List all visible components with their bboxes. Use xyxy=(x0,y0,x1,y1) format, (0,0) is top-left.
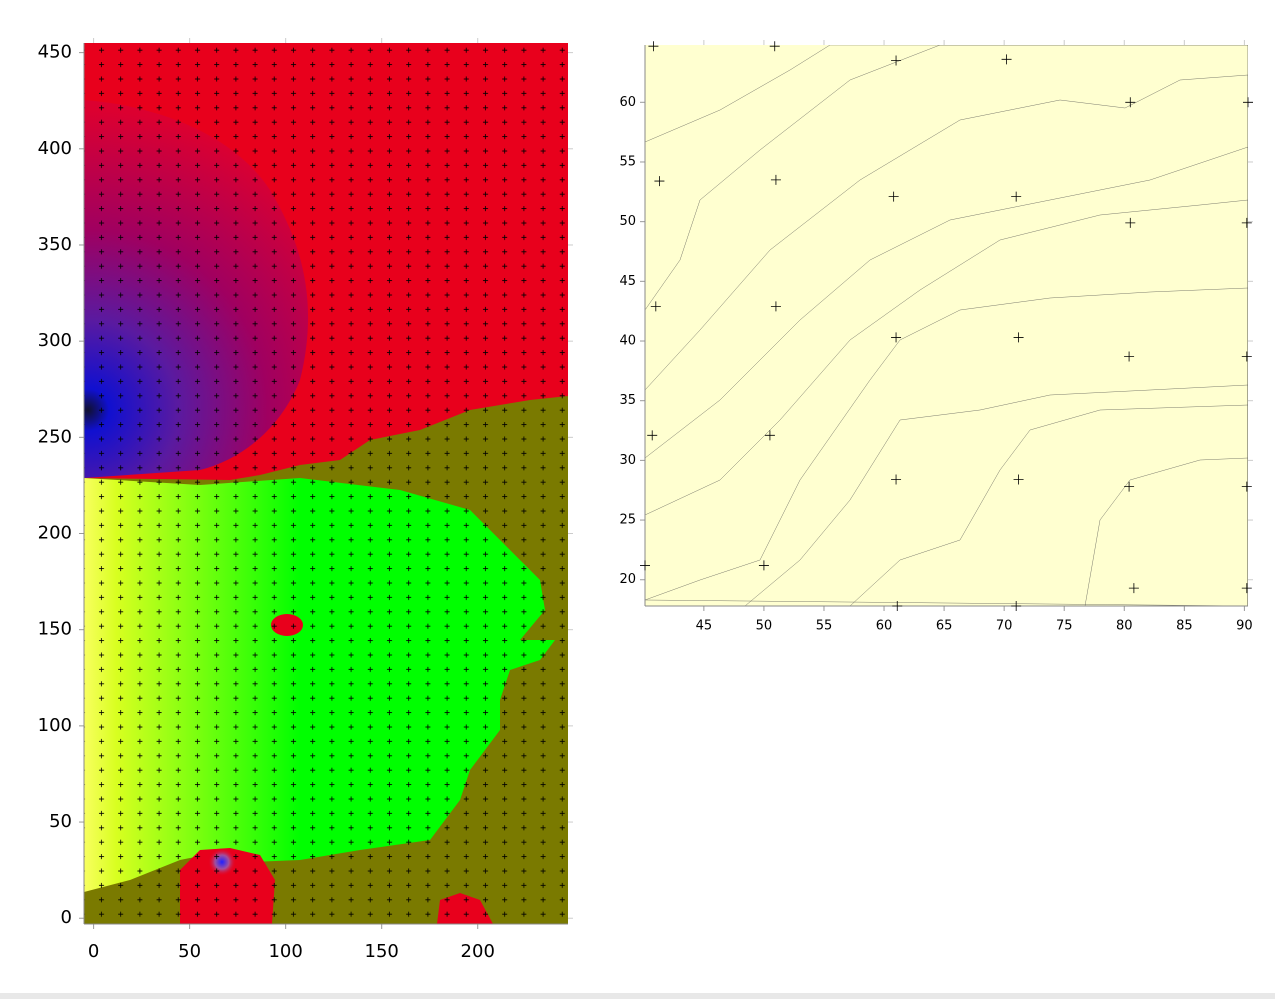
sample-point xyxy=(650,301,661,312)
y-tick-label: 40 xyxy=(619,334,636,349)
x-tick-label: 60 xyxy=(876,619,893,634)
x-tick-label: 70 xyxy=(996,619,1013,634)
y-tick-label: 30 xyxy=(619,453,636,468)
x-tick-label: 90 xyxy=(1236,619,1253,634)
y-tick-label: 35 xyxy=(619,393,636,408)
sample-point xyxy=(758,560,769,571)
sample-point xyxy=(1124,351,1135,362)
y-tick-label: 350 xyxy=(38,234,72,255)
y-tick-label: 300 xyxy=(38,330,72,351)
sample-point xyxy=(891,55,902,66)
sample-point xyxy=(1128,583,1139,594)
sample-point xyxy=(647,430,658,441)
sample-point xyxy=(1001,54,1012,65)
sample-point xyxy=(1125,97,1136,108)
sample-point xyxy=(1013,474,1024,485)
y-tick-label: 50 xyxy=(49,811,72,832)
y-tick-label: 200 xyxy=(38,523,72,544)
y-tick-label: 0 xyxy=(61,907,72,928)
sample-point xyxy=(1241,351,1252,362)
sample-point xyxy=(1125,217,1136,228)
sample-point xyxy=(1241,217,1252,228)
right-contour xyxy=(645,45,1248,606)
y-tick-label: 100 xyxy=(38,715,72,736)
x-tick-label: 50 xyxy=(178,941,201,962)
x-tick-label: 0 xyxy=(88,941,99,962)
x-tick-label: 100 xyxy=(268,941,302,962)
x-tick-label: 80 xyxy=(1116,619,1133,634)
x-tick-label: 45 xyxy=(696,619,713,634)
bottom-strip xyxy=(0,993,1275,999)
x-tick-label: 85 xyxy=(1176,619,1193,634)
sample-point xyxy=(770,301,781,312)
left-contour xyxy=(84,43,568,924)
x-tick-label: 50 xyxy=(756,619,773,634)
x-tick-label: 65 xyxy=(936,619,953,634)
sample-point xyxy=(1243,97,1253,108)
x-tick-label: 75 xyxy=(1056,619,1073,634)
sample-point xyxy=(891,332,902,343)
sample-point xyxy=(769,41,780,52)
sample-point xyxy=(1241,583,1252,594)
sample-point xyxy=(1241,481,1252,492)
sample-point xyxy=(1011,601,1022,611)
x-tick-label: 55 xyxy=(816,619,833,634)
y-tick-label: 50 xyxy=(619,214,636,229)
sample-point xyxy=(1124,481,1135,492)
sample-point xyxy=(654,176,665,187)
y-tick-label: 45 xyxy=(619,274,636,289)
sample-point xyxy=(888,191,899,202)
sample-point xyxy=(1011,191,1022,202)
sample-point xyxy=(891,474,902,485)
y-tick-label: 60 xyxy=(619,95,636,110)
sample-point xyxy=(764,430,775,441)
sample-point xyxy=(640,560,650,571)
sample-point xyxy=(892,601,903,611)
x-tick-label: 200 xyxy=(461,941,495,962)
sample-point xyxy=(770,174,781,185)
sample-point xyxy=(1013,332,1024,343)
y-tick-label: 150 xyxy=(38,619,72,640)
y-tick-label: 55 xyxy=(619,154,636,169)
y-tick-label: 25 xyxy=(619,513,636,528)
x-tick-label: 150 xyxy=(365,941,399,962)
y-tick-label: 250 xyxy=(38,426,72,447)
y-tick-label: 20 xyxy=(619,572,636,587)
y-tick-label: 450 xyxy=(38,42,72,63)
y-tick-label: 400 xyxy=(38,138,72,159)
sample-point xyxy=(648,41,659,52)
